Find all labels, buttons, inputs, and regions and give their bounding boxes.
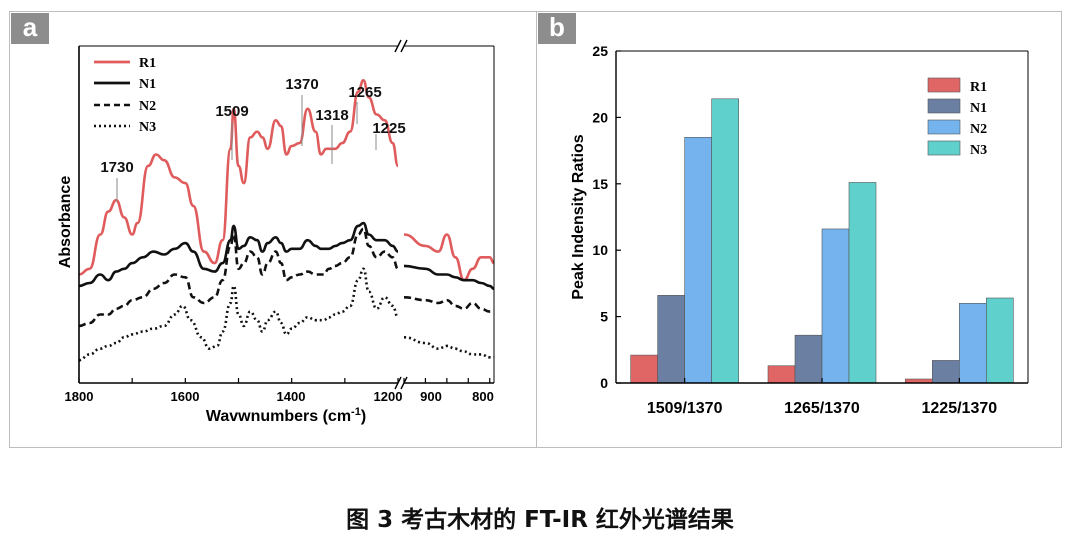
spectrum-N1-segment-1 [79,221,399,288]
b-legend-label-R1: R1 [970,80,987,95]
a-xtick-1400: 1400 [277,389,306,404]
b-legend-swatch-R1 [927,77,961,93]
bar-N1-1225/1370 [932,360,960,384]
bar-N3-1225/1370 [986,297,1014,384]
b-ytick-label-10: 10 [592,242,608,258]
spectrum-N3-segment-2 [403,336,494,359]
a-xtick-800: 800 [472,389,494,404]
bar-N1-1509/1370 [657,295,685,384]
peak-label-1318: 1318 [315,107,348,124]
figure-frame [9,11,1062,448]
legend-label-N3: N3 [139,120,156,135]
legend-label-N1: N1 [139,77,156,92]
b-category-label-1509/1370: 1509/1370 [647,400,723,417]
peak-label-1509: 1509 [215,103,248,120]
b-legend-swatch-N3 [927,140,961,156]
bar-N3-1265/1370 [848,182,877,384]
a-xtick-900: 900 [420,389,442,404]
a-xtick-1800: 1800 [65,389,94,404]
b-legend-label-N2: N2 [970,122,987,137]
panel-a-label: a [11,13,49,44]
panel-divider [536,11,537,448]
b-ytick-label-25: 25 [592,43,608,59]
b-legend-label-N1: N1 [970,101,987,116]
peak-label-1730: 1730 [100,159,133,176]
bar-N3-1509/1370 [711,98,739,384]
bar-N2-1265/1370 [821,228,850,384]
legend-label-N2: N2 [139,99,156,114]
b-category-label-1225/1370: 1225/1370 [922,400,998,417]
a-xtick-1600: 1600 [171,389,200,404]
a-xtick-1200: 1200 [374,389,403,404]
a-x-axis-title: Wavwnumbers (cm-1) [206,406,366,425]
b-y-axis-title: Peak Indensity Ratios [570,134,587,299]
spectrum-N2-segment-2 [403,296,494,313]
a-axis-break-top [394,39,408,53]
a-legend: R1 N1 N2 N3 [94,56,156,135]
b-legend-swatch-N1 [927,98,961,114]
bar-N2-1225/1370 [959,303,987,384]
bar-R1-1265/1370 [767,365,796,384]
a-peak-annotations: 1730 1509 1370 1318 1265 1225 [100,76,406,202]
peak-label-1370: 1370 [285,76,318,93]
b-ytick-label-20: 20 [592,109,608,125]
b-ytick-label-15: 15 [592,176,608,192]
b-legend: R1 N1 N2 N3 [927,77,987,158]
b-category-label-1265/1370: 1265/1370 [784,400,860,417]
a-y-axis-title: Absorbance [57,176,74,269]
spectrum-R1-segment-1 [79,78,400,276]
spectrum-N2-segment-1 [79,227,399,328]
spectrum-N1-segment-2 [403,264,494,291]
bar-R1-1509/1370 [630,354,658,384]
b-ytick-label-5: 5 [600,309,608,325]
spectrum-R1-segment-2 [403,233,494,282]
bar-N1-1265/1370 [794,334,823,384]
b-ytick-label-0: 0 [600,375,608,391]
peak-label-1225: 1225 [372,120,405,137]
b-legend-swatch-N2 [927,119,961,135]
panel-b-label: b [538,13,576,44]
b-legend-label-N3: N3 [970,143,987,158]
peak-label-1265: 1265 [348,84,381,101]
figure-caption: 图 3 考古木材的 FT-IR 红外光谱结果 [346,507,734,533]
bar-N2-1509/1370 [684,137,712,384]
legend-label-R1: R1 [139,56,156,71]
